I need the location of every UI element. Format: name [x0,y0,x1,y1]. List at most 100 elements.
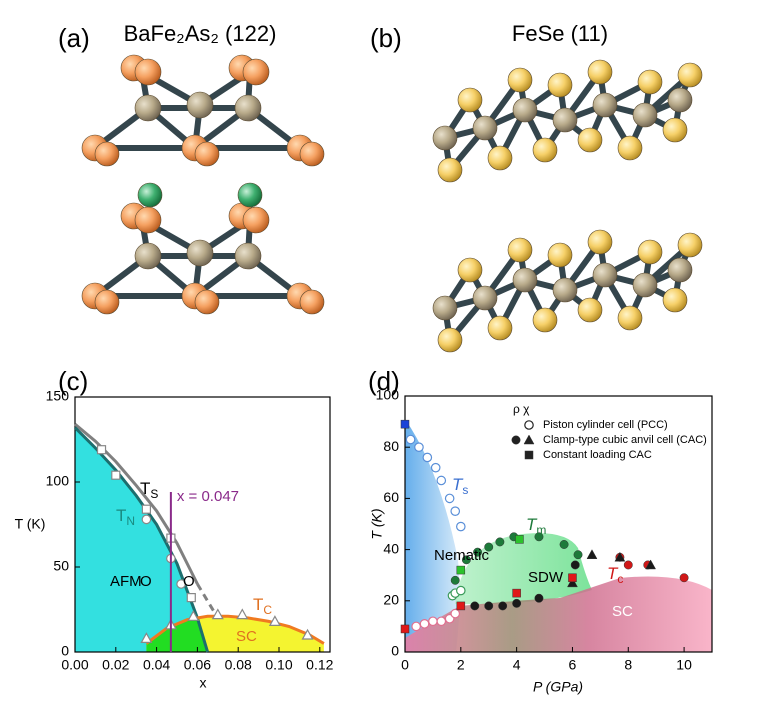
curve [74,423,199,585]
annotation-text: T [253,595,263,614]
data-point [444,493,455,504]
panel-label: (b) [370,23,402,53]
atom [234,242,262,270]
atom [134,206,162,234]
atom [512,267,538,293]
data-point [512,598,522,608]
atom [592,262,618,288]
atom [632,272,658,298]
atom [457,87,483,113]
y-tick-label: 0 [391,643,399,659]
x-tick-label: 0 [401,657,409,673]
atom [587,59,613,85]
data-point [534,532,544,542]
panel-title: BaFe₂As₂ (122) [124,21,277,46]
annotation: SC [612,603,633,620]
data-point [461,555,471,565]
x-tick-label: 0.12 [306,657,333,673]
data-point [515,535,524,544]
atom [134,58,162,86]
data-point [570,560,580,570]
data-point [484,601,494,611]
x-axis-label: P (GPa) [533,679,583,695]
data-point [419,619,430,629]
data-point [428,616,438,627]
atom [512,97,538,123]
data-point [405,434,416,445]
atom [432,125,458,151]
atom [194,141,220,167]
data-point [141,504,151,514]
panel-label: (c) [58,366,88,396]
data-point [511,435,521,445]
atom [547,72,573,98]
data-point [473,547,483,557]
annotation: O [140,573,152,590]
atom [472,115,498,141]
annotation-sub: C [263,603,272,617]
y-tick-label: 0 [61,643,69,659]
data-point [456,585,466,596]
annotation: Nematic [434,547,490,564]
atom [437,327,463,353]
annotation-text: SC [236,628,257,645]
y-tick-label: 150 [46,388,70,404]
plot-frame [74,396,331,653]
atom [94,289,120,315]
atom [617,305,643,331]
data-point [450,608,461,619]
annotation: O [183,573,195,590]
data-point [422,452,433,463]
atom [134,242,162,270]
atom [637,69,663,95]
data-point [573,550,583,560]
data-point [400,419,410,429]
atom [552,277,578,303]
x-axis-label: x [200,675,207,691]
y-tick-label: 20 [383,592,399,608]
x-tick-label: 2 [457,657,465,673]
atom [194,289,220,315]
atom [487,145,513,171]
data-point [679,573,689,583]
atom [547,242,573,268]
panel-label: (a) [58,23,90,53]
data-point [140,632,153,643]
atom [237,182,263,208]
annotation: AFM [110,573,142,590]
y-tick-label: 50 [53,558,69,574]
data-point [498,601,508,611]
data-point [450,506,461,516]
atom [632,102,658,128]
x-tick-label: 10 [676,657,692,673]
data-point [411,621,421,632]
x-tick-label: 0.08 [225,657,252,673]
y-tick-label: 60 [383,489,399,505]
annotation: Tc [607,564,623,586]
annotation-text: O [183,573,195,590]
data-point [211,608,224,620]
atom [186,91,214,119]
data-point [187,610,200,621]
atom [94,141,120,167]
x-tick-label: 0.10 [265,657,292,673]
annotation: SC [236,628,257,645]
y-tick-label: 80 [383,438,399,454]
data-point [186,592,196,603]
y-axis-label: T (K) [369,508,385,539]
atom [592,92,618,118]
data-point [436,616,447,627]
data-point [400,624,410,634]
data-point [512,588,521,598]
data-point [524,420,534,430]
atom [662,287,688,313]
data-point [456,601,466,611]
data-point [586,549,598,559]
nematic-region [405,419,460,652]
data-point [450,575,460,585]
atom [587,229,613,255]
annotation-text: Nematic [434,547,490,564]
plot-frame [404,395,713,653]
y-tick-label: 100 [46,473,70,489]
